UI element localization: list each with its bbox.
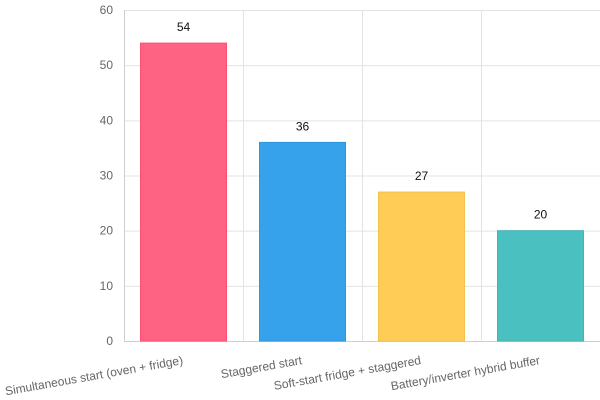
bar-value-label-3: 27 [415, 169, 429, 183]
y-tick-label-20: 20 [100, 224, 114, 238]
bar-1 [140, 42, 227, 342]
bar-value-label-1: 54 [177, 20, 191, 34]
bar-value-label-2: 36 [296, 119, 310, 133]
y-tick-label-50: 50 [100, 58, 114, 72]
bars-layer [140, 42, 584, 342]
y-tick-label-60: 60 [100, 3, 114, 17]
y-tick-label-30: 30 [100, 169, 114, 183]
y-tick-label-10: 10 [100, 279, 114, 293]
bar-3 [378, 191, 465, 342]
y-tick-label-0: 0 [106, 334, 113, 348]
bar-value-label-4: 20 [534, 208, 548, 222]
x-tick-label-1: Simultaneous start (oven + fridge) [4, 353, 184, 398]
bar-4 [497, 230, 584, 342]
y-tick-label-40: 40 [100, 113, 114, 127]
bar-2 [259, 141, 346, 342]
